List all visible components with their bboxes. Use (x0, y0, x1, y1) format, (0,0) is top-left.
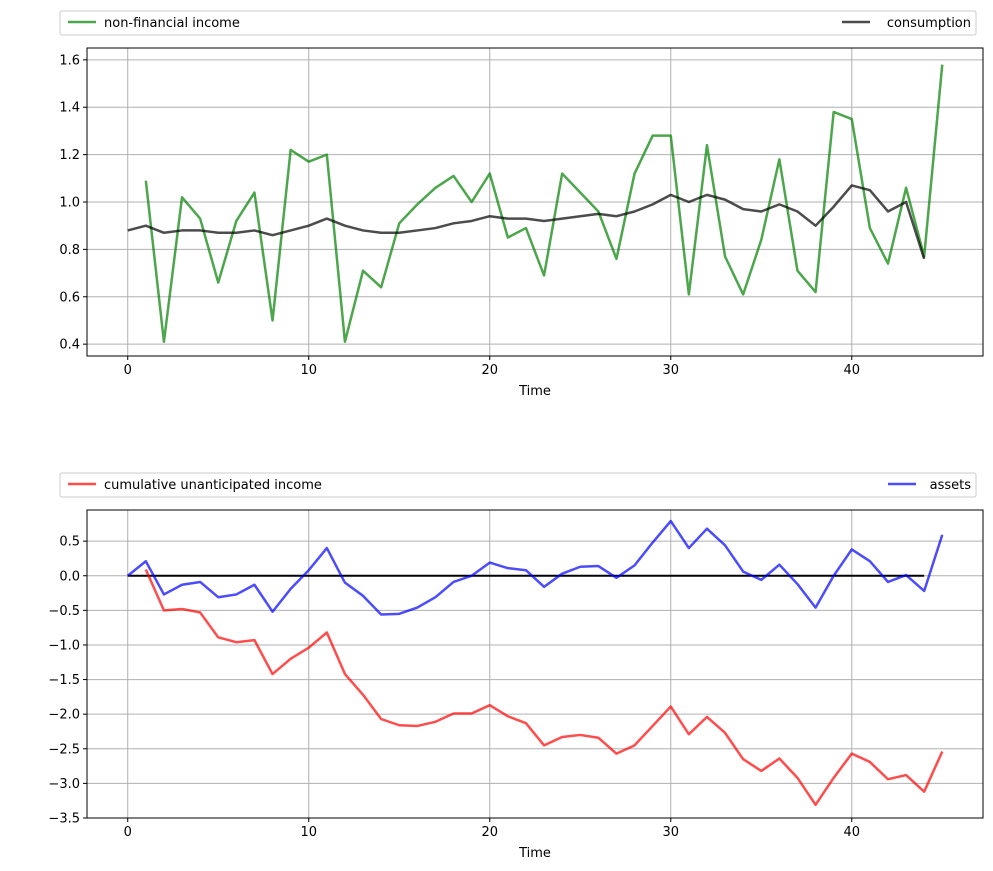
x-tick-label: 40 (843, 825, 860, 840)
line-cumulative-unanticipated-income (144, 569, 944, 807)
x-axis-label: Time (518, 384, 551, 399)
legend-box (59, 472, 977, 498)
y-tick-label: 1.2 (59, 148, 80, 163)
y-tick-label: 1.0 (59, 196, 80, 211)
y-tick-label: 0.0 (59, 569, 80, 584)
legend-label-consumption: consumption (887, 16, 971, 31)
grid (87, 48, 983, 356)
line-non-financial-income (144, 64, 944, 344)
y-tick-label: −3.0 (48, 777, 80, 792)
y-axis: 0.4 0.6 0.8 1.0 1.2 1.4 1.6 (59, 53, 87, 353)
x-axis: 0 10 20 30 40 (124, 818, 860, 840)
y-tick-label: −2.0 (48, 708, 80, 723)
y-tick-label: 0.8 (59, 243, 80, 258)
plot-lines (126, 519, 944, 807)
legend-label-assets: assets (930, 478, 972, 493)
x-tick-label: 10 (300, 825, 317, 840)
x-tick-label: 0 (124, 363, 132, 378)
y-tick-label: 1.4 (59, 101, 80, 116)
assets-panel: cumulative unanticipated income assets 0… (48, 472, 984, 861)
plot-lines (127, 64, 944, 344)
y-tick-label: 1.6 (59, 53, 80, 68)
x-tick-label: 10 (300, 363, 317, 378)
line-assets (126, 519, 944, 616)
y-tick-label: −1.5 (48, 673, 80, 688)
y-tick-label: −0.5 (48, 604, 80, 619)
y-tick-label: −1.0 (48, 638, 80, 653)
x-tick-label: 0 (124, 825, 132, 840)
x-tick-label: 30 (662, 363, 679, 378)
x-axis: 0 10 20 30 40 (124, 356, 860, 378)
x-tick-label: 20 (481, 363, 498, 378)
x-tick-label: 20 (481, 825, 498, 840)
y-tick-label: −3.5 (48, 812, 80, 827)
legend-box (59, 10, 977, 36)
line-consumption (127, 184, 926, 260)
legend-label-non-financial-income: non-financial income (104, 16, 240, 31)
y-tick-label: 0.5 (59, 535, 80, 550)
y-axis: −3.5 −3.0 −2.5 −2.0 −1.5 −1.0 −0.5 0.0 0.5 (48, 535, 87, 827)
x-tick-label: 30 (662, 825, 679, 840)
x-axis-label: Time (518, 846, 551, 861)
y-tick-label: −2.5 (48, 742, 80, 757)
y-tick-label: 0.6 (59, 290, 80, 305)
x-tick-label: 40 (843, 363, 860, 378)
income-consumption-panel: non-financial income consumption 0 10 20 30… (59, 10, 984, 399)
y-tick-label: 0.4 (59, 338, 80, 353)
legend-label-cumulative-unanticipated-income: cumulative unanticipated income (104, 478, 322, 493)
axes-frame (86, 509, 984, 819)
